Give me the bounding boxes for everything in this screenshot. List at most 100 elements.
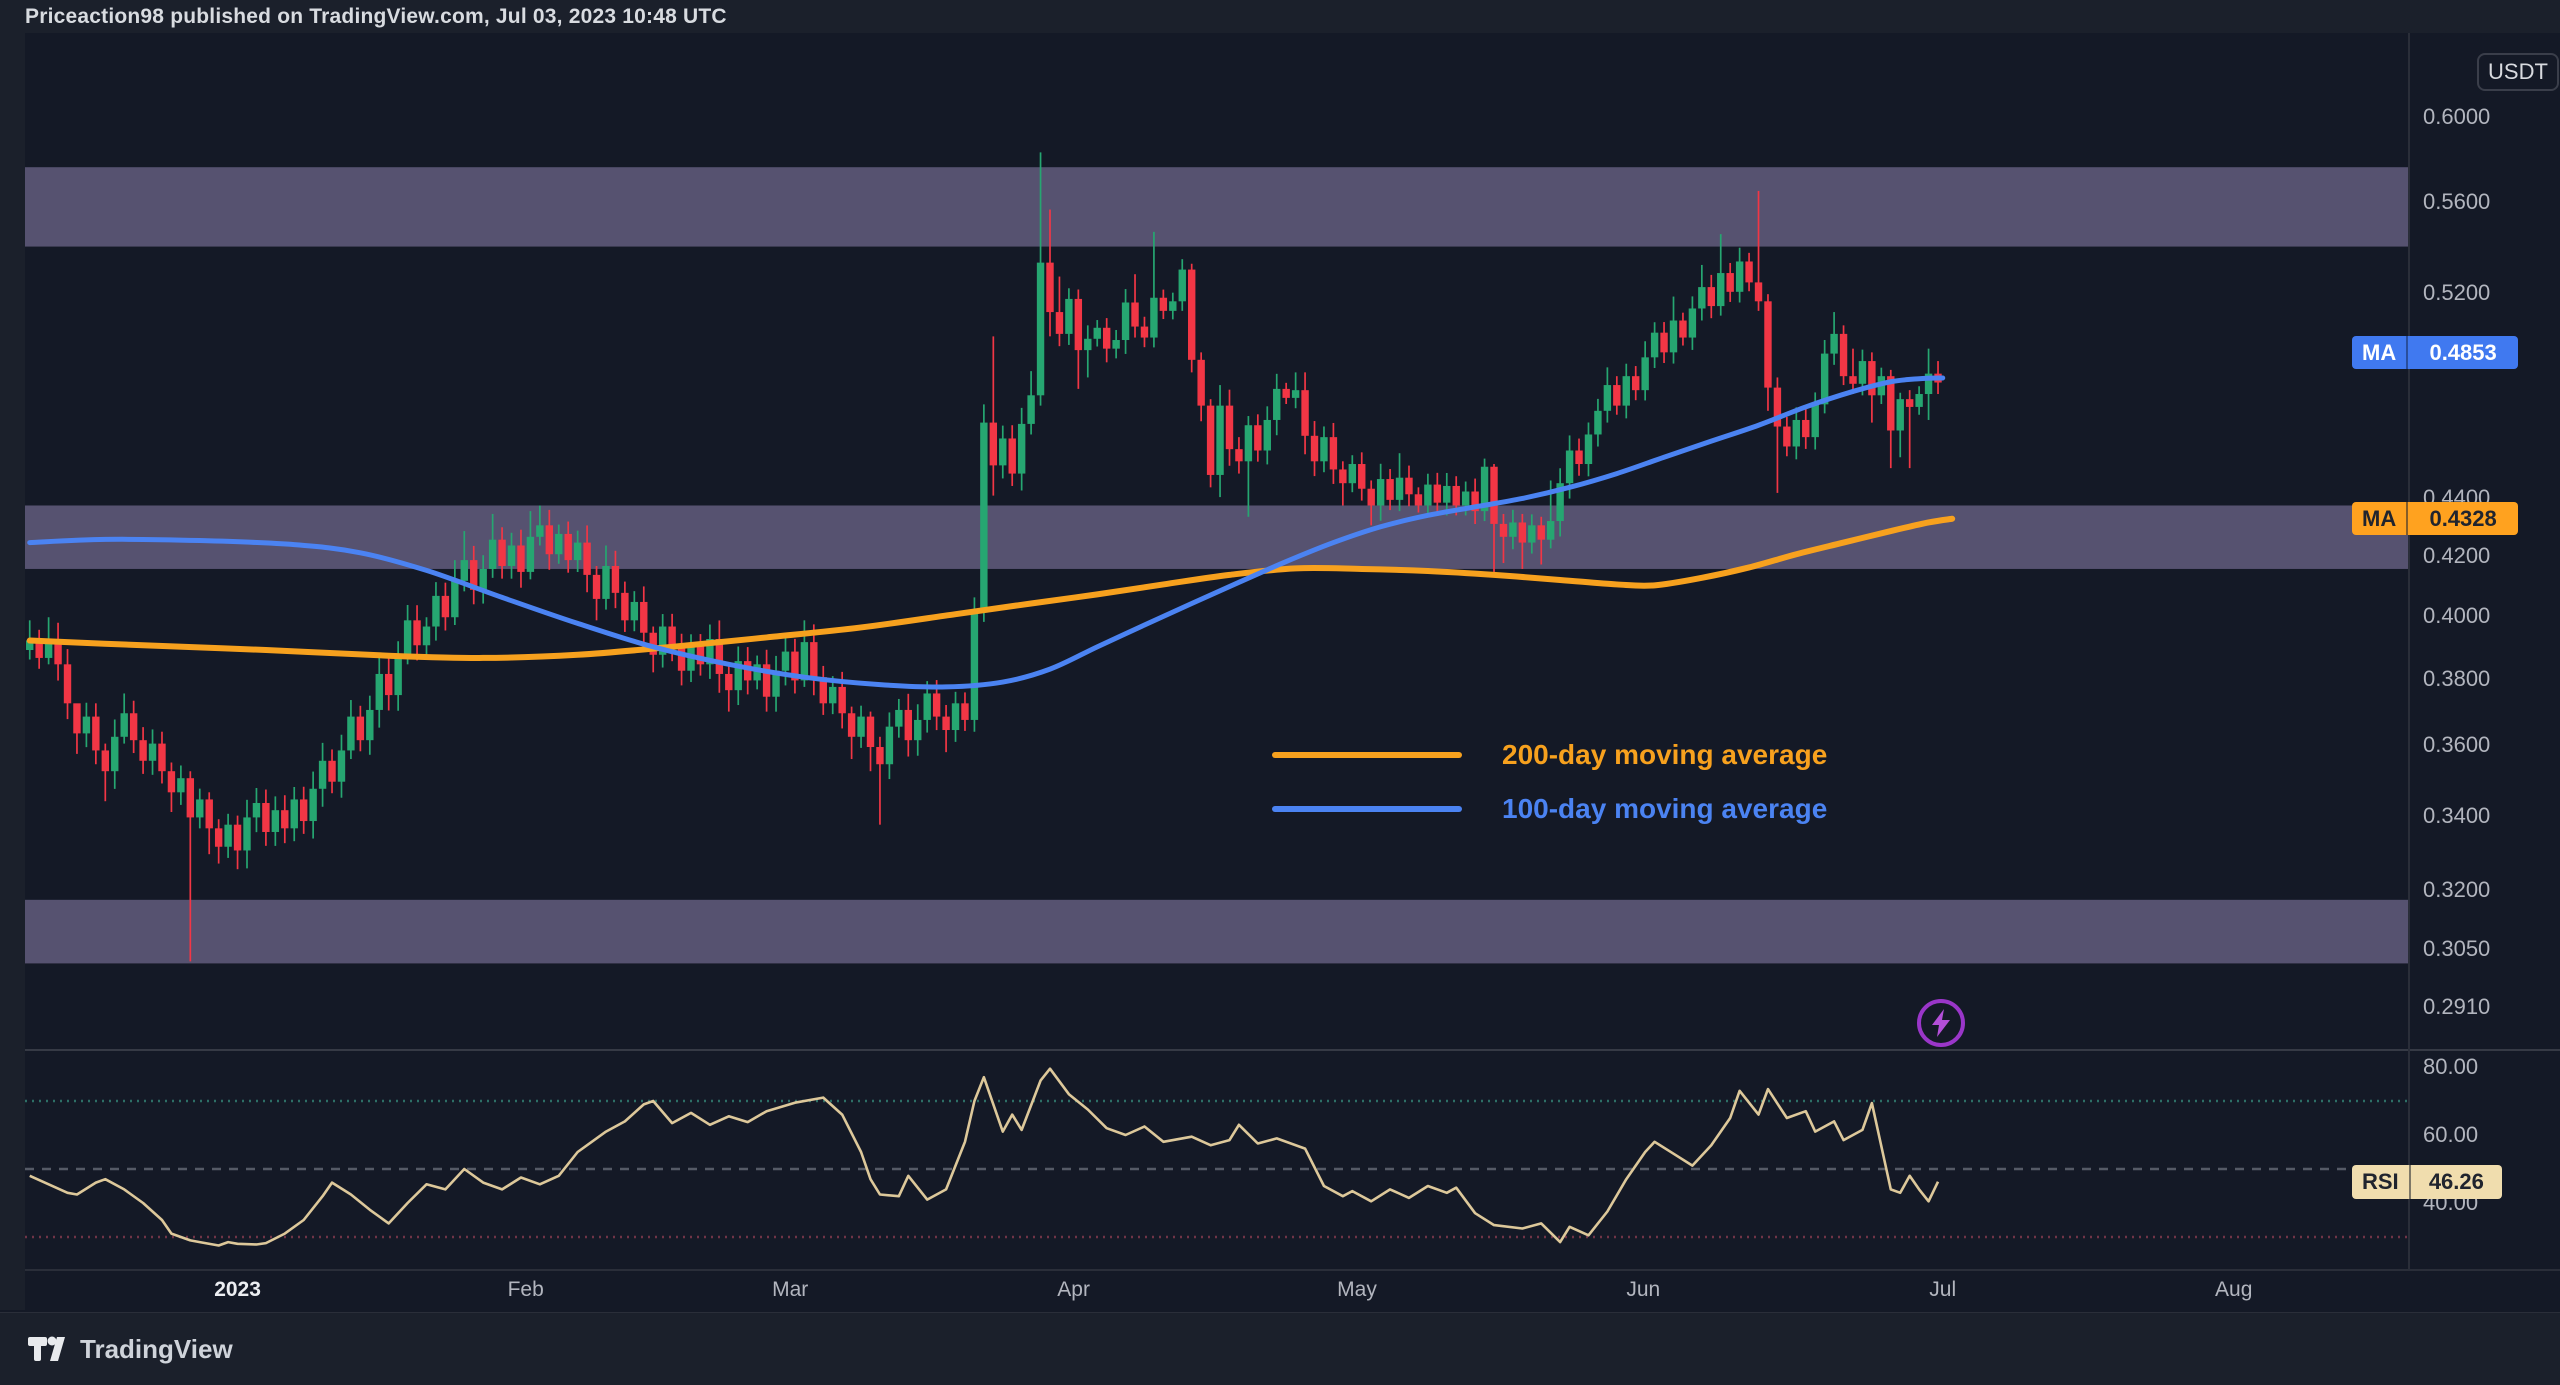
candles-layer [26,152,1942,962]
candle [857,716,865,737]
candle [1887,376,1895,431]
candle [111,736,119,772]
candle [186,778,195,818]
label-divider [2406,502,2409,535]
left-gutter [0,33,25,1310]
candle [356,716,365,741]
candle [602,565,610,599]
candle [1027,395,1035,424]
candle [1905,399,1914,407]
ma200-tag: MA [2362,505,2397,531]
candle [422,626,431,646]
candle [1461,491,1470,506]
candle [1660,332,1668,353]
candle [1046,262,1054,313]
candle [1263,419,1271,451]
candle [1188,269,1196,360]
publication-lightning-button[interactable] [1917,999,1965,1047]
candle [1518,522,1527,543]
lightning-icon [1932,1009,1950,1037]
candle [262,803,270,832]
candle [1443,485,1451,503]
candle [1339,469,1347,484]
candle [337,750,346,782]
candle [1509,522,1517,537]
candle [1858,361,1867,384]
candle [413,620,421,646]
candle [517,545,525,572]
candle [403,620,412,657]
price-axis-label: 0.3800 [2423,665,2491,691]
rsi-axis-label: 80.00 [2423,1054,2479,1079]
rsi-value-label: RSI 46.26 [2352,1165,2502,1199]
candle [290,799,298,829]
tradingview-logo-icon[interactable] [28,1333,68,1365]
candle [914,719,922,741]
price-axis-label: 0.3400 [2423,802,2491,828]
candle [1112,340,1120,349]
rsi-value: 46.26 [2428,1169,2484,1194]
candle [1084,338,1092,351]
candle [668,626,676,649]
price-axis-label: 0.3200 [2423,877,2491,903]
candle [1773,387,1782,427]
ma100-tag: MA [2362,339,2397,365]
price-axis-label: 0.6000 [2423,103,2491,129]
candle [479,568,487,590]
candle [26,640,34,651]
candle [526,536,535,572]
candle [1320,437,1328,462]
candle [1764,301,1772,388]
candle [1632,376,1640,391]
candle [1178,269,1186,302]
candle [555,533,563,555]
candle [1480,466,1489,512]
candle [677,648,686,671]
candle [1641,357,1649,391]
candle [63,664,72,704]
header-bar: Priceaction98 published on TradingView.c… [0,0,2560,33]
candle [1688,308,1697,338]
candle [1216,405,1224,475]
candle [498,539,506,566]
candle [451,580,459,618]
candle [621,592,629,621]
candle [838,686,846,714]
candle [1065,298,1073,334]
candle [1150,297,1158,338]
candle [1395,477,1404,500]
candle [1537,525,1545,540]
candle [1868,361,1876,396]
candle [1254,425,1262,451]
candle [706,638,714,665]
candle [942,716,950,731]
candle [1169,301,1177,311]
label-divider [2408,1165,2411,1199]
candle [92,716,100,751]
candle [73,703,81,734]
time-axis-label: Feb [507,1278,544,1301]
candle [1074,298,1083,351]
candle [1754,282,1763,302]
candle [1575,450,1583,465]
candle [196,799,204,818]
candle [347,716,355,751]
candle [35,640,43,658]
candle [829,686,837,704]
time-axis-label: Apr [1057,1278,1090,1301]
candle [573,542,582,561]
candle [658,626,667,655]
price-axis-label: 0.2910 [2423,994,2491,1020]
legend-item-ma200: 200-day moving average [1272,728,1827,782]
tradingview-brand-text[interactable]: TradingView [80,1333,233,1364]
candle [980,422,988,613]
ma100-price-label: MA 0.4853 [2352,336,2518,369]
candle [507,545,516,566]
candle [101,750,109,772]
candle [847,713,856,737]
candle [1310,435,1319,462]
candle [148,743,157,761]
candle [54,638,62,665]
